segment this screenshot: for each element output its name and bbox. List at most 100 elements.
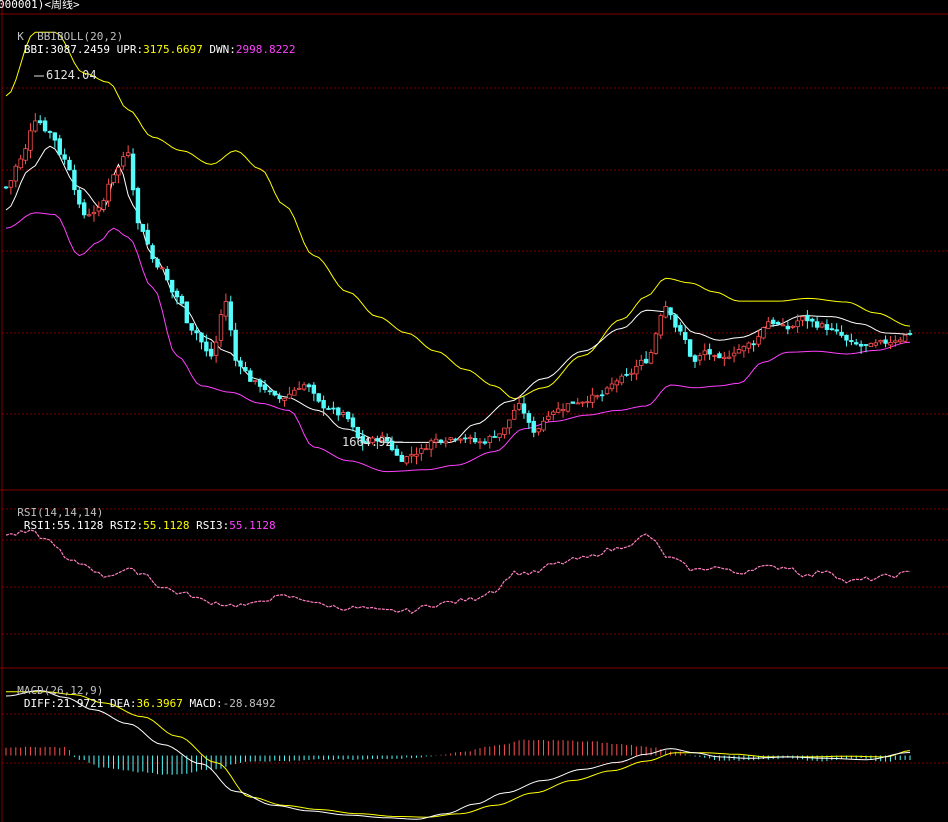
- candle-body: [834, 329, 839, 332]
- candle: [3, 186, 9, 190]
- candle: [790, 324, 795, 329]
- candle: [819, 321, 825, 329]
- candle: [47, 130, 53, 139]
- candle: [873, 338, 878, 348]
- candle-body: [497, 433, 502, 439]
- candle: [86, 208, 92, 217]
- candle-body: [614, 380, 620, 386]
- candle: [707, 343, 712, 360]
- kline-label-0: BBI:: [17, 43, 51, 56]
- candle-body: [209, 348, 214, 357]
- candle-body: [375, 438, 380, 442]
- rsi-label-0: RSI1:: [17, 519, 57, 532]
- candle: [223, 293, 229, 321]
- candle-body: [463, 437, 468, 440]
- candle: [96, 201, 102, 217]
- candle: [863, 344, 869, 353]
- candle-body: [844, 334, 849, 341]
- candle: [775, 320, 781, 326]
- candle-body: [316, 393, 321, 402]
- candle-body: [707, 349, 712, 355]
- candle-body: [155, 258, 160, 268]
- candle-body: [414, 453, 419, 457]
- candle: [18, 154, 23, 170]
- candle: [546, 411, 551, 422]
- candle: [145, 223, 150, 246]
- candle-body: [458, 438, 463, 441]
- candle: [580, 401, 585, 408]
- candle-body: [687, 339, 693, 357]
- candle: [409, 446, 414, 464]
- candle: [72, 164, 77, 195]
- candle: [839, 325, 844, 338]
- candle: [741, 345, 747, 358]
- candle-body: [121, 156, 126, 167]
- candle: [248, 368, 253, 382]
- candle-body: [179, 295, 185, 304]
- macd-value-2: -28.8492: [222, 697, 276, 710]
- rsi-line: [5, 529, 911, 614]
- candle-body: [165, 268, 170, 281]
- candle-body: [785, 325, 791, 330]
- candle-body: [624, 373, 629, 376]
- candle-body: [902, 334, 908, 342]
- candle-body: [267, 390, 273, 393]
- candle-body: [472, 438, 478, 443]
- rsi-label-1: RSI2:: [103, 519, 144, 532]
- low-price-label: 1664.92: [342, 435, 393, 449]
- candle-body: [849, 340, 854, 343]
- candle: [507, 419, 512, 435]
- candle: [81, 199, 87, 219]
- candle-body: [57, 138, 62, 155]
- candle: [428, 438, 434, 457]
- candle-body: [360, 435, 365, 444]
- candle-body: [697, 355, 703, 361]
- candle: [165, 265, 170, 281]
- candle: [761, 326, 766, 340]
- candle-body: [873, 342, 878, 346]
- candle-body: [389, 440, 395, 451]
- candle-body: [18, 158, 23, 169]
- candle: [218, 309, 224, 348]
- candle: [770, 317, 776, 328]
- candle: [599, 390, 605, 402]
- candle-body: [52, 132, 58, 141]
- candle: [585, 395, 590, 408]
- candle-body: [839, 331, 844, 336]
- candle: [463, 434, 468, 444]
- candle-body: [502, 427, 507, 435]
- candle-body: [477, 441, 483, 444]
- candle-body: [47, 131, 53, 133]
- candle-body: [311, 384, 317, 394]
- candle-body: [223, 301, 229, 317]
- candle: [868, 342, 874, 348]
- candle: [766, 316, 771, 329]
- rsi-indicator-name: RSI(14,14,14): [17, 506, 104, 519]
- candle: [23, 144, 28, 165]
- bbi-line: [5, 145, 911, 443]
- candle-body: [125, 152, 131, 156]
- kline-value-2: 2998.8222: [235, 43, 296, 56]
- candle: [399, 451, 405, 462]
- candle: [458, 438, 463, 444]
- candle: [355, 426, 361, 439]
- candle: [795, 314, 800, 333]
- high-price-label: 6124.04: [46, 68, 97, 82]
- candle: [595, 394, 600, 400]
- candle-body: [717, 353, 722, 359]
- candle: [511, 404, 517, 420]
- upr-line: [5, 31, 911, 400]
- candle-body: [340, 412, 346, 415]
- candle: [438, 439, 444, 445]
- candle: [28, 123, 33, 159]
- candle-body: [150, 245, 155, 260]
- candle-body: [678, 325, 683, 332]
- candle: [814, 316, 820, 331]
- candle: [243, 361, 248, 373]
- candle: [287, 386, 292, 399]
- candle: [331, 401, 336, 415]
- candle: [277, 392, 282, 403]
- candle: [233, 322, 238, 367]
- candle-body: [355, 426, 361, 439]
- kline-label-2: DWN:: [202, 43, 236, 56]
